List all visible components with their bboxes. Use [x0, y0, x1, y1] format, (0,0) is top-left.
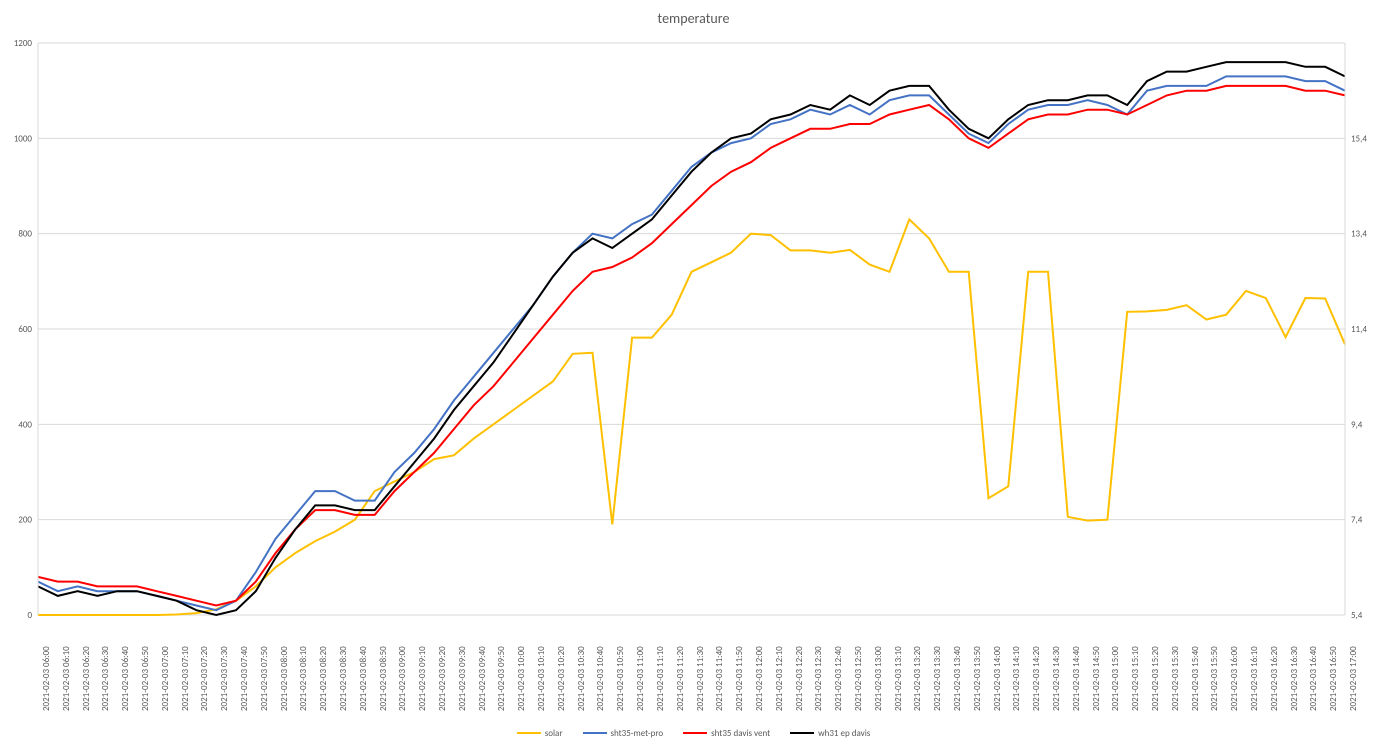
x-tick-label: 2021-02-03 06:30 [100, 646, 111, 711]
x-tick-label: 2021-02-03 10:20 [556, 646, 567, 711]
x-tick-label: 2021-02-03 13:10 [893, 646, 904, 711]
x-tick-label: 2021-02-03 15:00 [1110, 646, 1121, 711]
x-tick-label: 2021-02-03 10:50 [615, 646, 626, 711]
x-tick-label: 2021-02-03 11:30 [695, 646, 706, 711]
legend-swatch [683, 732, 707, 734]
x-tick-label: 2021-02-03 07:20 [199, 646, 210, 711]
x-tick-label: 2021-02-03 16:10 [1249, 646, 1260, 711]
x-tick-label: 2021-02-03 07:00 [160, 646, 171, 711]
x-tick-label: 2021-02-03 15:10 [1130, 646, 1141, 711]
x-tick-label: 2021-02-03 14:30 [1051, 646, 1062, 711]
x-tick-label: 2021-02-03 12:20 [794, 646, 805, 711]
legend-label: sht35 davis vent [711, 728, 770, 739]
legend-label: sht35-met-pro [611, 728, 664, 739]
legend-swatch [583, 732, 607, 734]
x-tick-label: 2021-02-03 09:20 [437, 646, 448, 711]
x-tick-label: 2021-02-03 15:20 [1150, 646, 1161, 711]
x-tick-label: 2021-02-03 09:40 [477, 646, 488, 711]
legend-label: wh31 ep davis [818, 728, 870, 739]
x-tick-label: 2021-02-03 12:00 [754, 646, 765, 711]
x-tick-label: 2021-02-03 13:00 [873, 646, 884, 711]
x-tick-label: 2021-02-03 14:20 [1031, 646, 1042, 711]
x-tick-label: 2021-02-03 09:00 [397, 646, 408, 711]
x-tick-label: 2021-02-03 16:20 [1269, 646, 1280, 711]
legend-item: sht35 davis vent [683, 728, 770, 739]
x-tick-label: 2021-02-03 08:30 [338, 646, 349, 711]
x-tick-label: 2021-02-03 11:10 [655, 646, 666, 711]
x-tick-label: 2021-02-03 11:40 [714, 646, 725, 711]
x-tick-label: 2021-02-03 06:00 [41, 646, 52, 711]
x-tick-label: 2021-02-03 06:50 [140, 646, 151, 711]
x-tick-label: 2021-02-03 12:10 [774, 646, 785, 711]
x-tick-label: 2021-02-03 16:50 [1328, 646, 1339, 711]
x-axis-labels: 2021-02-03 06:00 2021-02-03 06:10 2021-02-… [0, 0, 1387, 748]
x-tick-label: 2021-02-03 08:10 [298, 646, 309, 711]
x-tick-label: 2021-02-03 11:00 [635, 646, 646, 711]
legend-swatch [790, 732, 814, 734]
x-tick-label: 2021-02-03 13:30 [932, 646, 943, 711]
x-tick-label: 2021-02-03 16:30 [1289, 646, 1300, 711]
x-tick-label: 2021-02-03 13:50 [972, 646, 983, 711]
x-tick-label: 2021-02-03 17:00 [1348, 646, 1359, 711]
x-tick-label: 2021-02-03 14:40 [1071, 646, 1082, 711]
x-tick-label: 2021-02-03 10:00 [516, 646, 527, 711]
legend-item: solar [517, 728, 563, 739]
x-tick-label: 2021-02-03 08:00 [279, 646, 290, 711]
x-tick-label: 2021-02-03 10:30 [576, 646, 587, 711]
x-tick-label: 2021-02-03 09:10 [417, 646, 428, 711]
x-tick-label: 2021-02-03 07:30 [219, 646, 230, 711]
x-tick-label: 2021-02-03 08:20 [318, 646, 329, 711]
x-tick-label: 2021-02-03 06:20 [81, 646, 92, 711]
x-tick-label: 2021-02-03 14:10 [1011, 646, 1022, 711]
temperature-chart: temperature 0200400600800100012005,47,49… [0, 0, 1387, 748]
x-tick-label: 2021-02-03 12:40 [833, 646, 844, 711]
x-tick-label: 2021-02-03 10:40 [595, 646, 606, 711]
x-tick-label: 2021-02-03 06:10 [61, 646, 72, 711]
legend-item: sht35-met-pro [583, 728, 664, 739]
x-tick-label: 2021-02-03 09:50 [496, 646, 507, 711]
x-tick-label: 2021-02-03 13:20 [912, 646, 923, 711]
x-tick-label: 2021-02-03 08:50 [378, 646, 389, 711]
x-tick-label: 2021-02-03 15:50 [1209, 646, 1220, 711]
legend-label: solar [545, 728, 563, 739]
x-tick-label: 2021-02-03 11:50 [734, 646, 745, 711]
x-tick-label: 2021-02-03 06:40 [120, 646, 131, 711]
x-tick-label: 2021-02-03 16:00 [1229, 646, 1240, 711]
x-tick-label: 2021-02-03 15:30 [1170, 646, 1181, 711]
x-tick-label: 2021-02-03 13:40 [952, 646, 963, 711]
x-tick-label: 2021-02-03 14:50 [1091, 646, 1102, 711]
x-tick-label: 2021-02-03 07:10 [180, 646, 191, 711]
x-tick-label: 2021-02-03 07:40 [239, 646, 250, 711]
x-tick-label: 2021-02-03 10:10 [536, 646, 547, 711]
x-tick-label: 2021-02-03 09:30 [457, 646, 468, 711]
x-tick-label: 2021-02-03 08:40 [358, 646, 369, 711]
x-tick-label: 2021-02-03 14:00 [992, 646, 1003, 711]
x-tick-label: 2021-02-03 12:50 [853, 646, 864, 711]
legend-item: wh31 ep davis [790, 728, 870, 739]
chart-legend: solar sht35-met-pro sht35 davis vent wh31 e… [0, 726, 1387, 739]
x-tick-label: 2021-02-03 15:40 [1190, 646, 1201, 711]
x-tick-label: 2021-02-03 16:40 [1308, 646, 1319, 711]
x-tick-label: 2021-02-03 07:50 [259, 646, 270, 711]
legend-swatch [517, 732, 541, 734]
x-tick-label: 2021-02-03 11:20 [675, 646, 686, 711]
x-tick-label: 2021-02-03 12:30 [813, 646, 824, 711]
